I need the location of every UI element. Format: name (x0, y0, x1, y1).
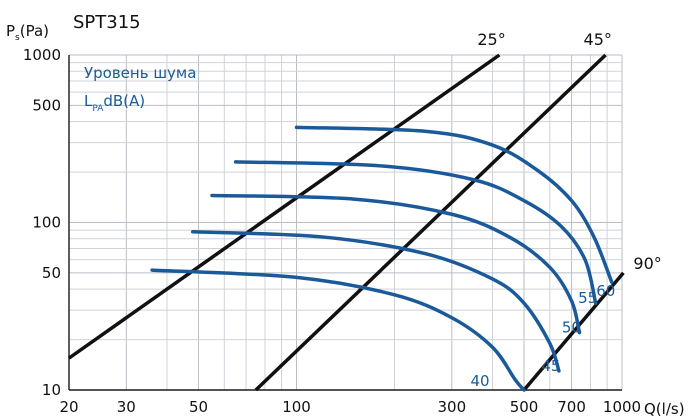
tick-labels: 20 30 50 100 300 500 700 1000 10 50 100 500 1000 (23, 46, 641, 416)
angle-line-90deg (522, 271, 625, 392)
x-tick-label: 30 (117, 398, 136, 416)
x-axis-label: Q(l/s) (644, 400, 685, 416)
x-tick-label: 50 (189, 398, 208, 416)
y-tick-label: 50 (42, 264, 61, 282)
curve-label: 40 (470, 372, 489, 390)
grid (68, 54, 623, 391)
y-tick-label: 10 (42, 381, 61, 399)
curve-55db (233, 160, 598, 305)
y-tick-label: 500 (32, 96, 61, 114)
angle-label: 90° (633, 254, 661, 273)
curve-label: 60 (596, 282, 615, 300)
curve-40db (150, 268, 526, 392)
curve-50db (210, 193, 582, 335)
curve-label: 45 (541, 357, 560, 375)
x-tick-label: 100 (282, 398, 311, 416)
curve-label: 50 (562, 319, 581, 337)
x-tick-label: 700 (557, 398, 586, 416)
curve-45db (191, 230, 561, 373)
curve-label: 55 (578, 289, 597, 307)
x-tick-label: 300 (437, 398, 466, 416)
legend-unit: LPAdB(A) (84, 92, 145, 114)
angle-line-25deg (67, 53, 501, 360)
y-tick-label: 1000 (23, 46, 61, 64)
x-tick-label: 500 (510, 398, 539, 416)
noise-level-curves (150, 125, 614, 392)
y-axis-label: Ps(Pa) (6, 22, 49, 43)
x-tick-label: 1000 (603, 398, 641, 416)
legend: Уровень шума LPAdB(A) (84, 64, 196, 114)
legend-title: Уровень шума (84, 64, 196, 82)
angle-lines: 25° 45° 90° (67, 30, 662, 392)
angle-label: 25° (477, 30, 505, 49)
y-tick-label: 100 (32, 214, 61, 232)
chart-title: SPT315 (73, 12, 141, 33)
axes (68, 55, 622, 391)
x-tick-label: 20 (59, 398, 78, 416)
curve-60db (294, 125, 614, 284)
angle-label: 45° (584, 30, 612, 49)
angle-line-45deg (254, 53, 607, 392)
